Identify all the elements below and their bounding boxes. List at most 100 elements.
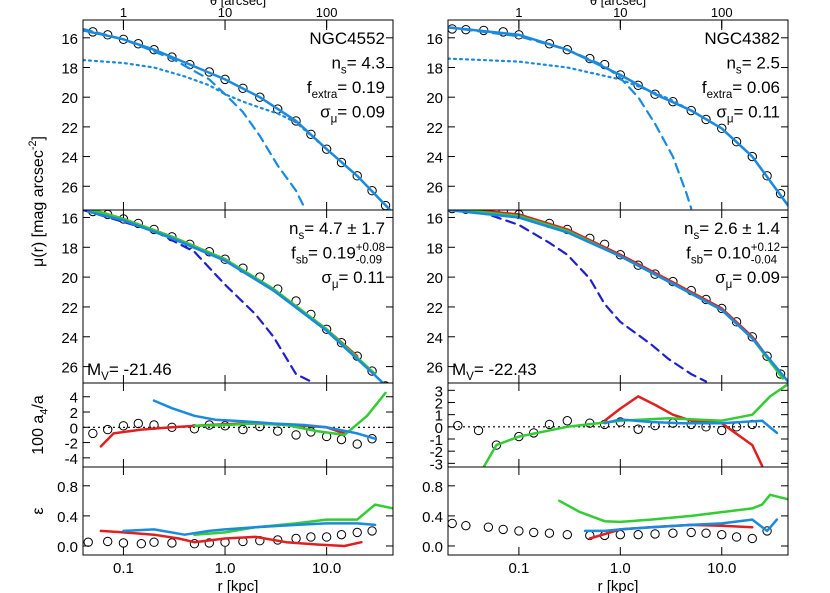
x2-axis-title: θ [arcsec] bbox=[210, 0, 266, 8]
y-tick-label: 0.8 bbox=[422, 479, 443, 496]
plot-area bbox=[448, 493, 788, 544]
label-sup: -2 bbox=[27, 140, 39, 150]
x2-tick-label: 1 bbox=[120, 5, 127, 20]
data-point bbox=[336, 434, 347, 445]
y-tick-label: 24 bbox=[61, 330, 78, 347]
label-text: n bbox=[726, 54, 735, 73]
panel-frame bbox=[447, 466, 789, 556]
y-axis-title: μ(r) [mag arcsec-2] bbox=[27, 136, 47, 267]
label-text: σ bbox=[715, 268, 726, 287]
data-point bbox=[336, 157, 347, 168]
data-line bbox=[83, 210, 312, 383]
data-point bbox=[102, 536, 113, 547]
label-text: σ bbox=[321, 268, 332, 287]
x-tick-label: 10.0 bbox=[707, 560, 736, 577]
label-sub: V bbox=[466, 371, 474, 383]
data-point bbox=[461, 520, 471, 531]
label-sub: extra bbox=[312, 89, 338, 101]
label-text: ε bbox=[30, 507, 47, 514]
data-point bbox=[352, 439, 362, 449]
label-text: = 0.19 bbox=[308, 244, 356, 263]
label-sub: sb bbox=[296, 254, 308, 266]
x2-tick-label: 100 bbox=[316, 5, 338, 20]
annotation: f sb = 0.10 +0.12-0.04 bbox=[686, 242, 780, 266]
y-tick-label: 22 bbox=[426, 300, 443, 317]
label-sub: V bbox=[101, 371, 109, 383]
data-point bbox=[498, 524, 508, 535]
label-text: n bbox=[331, 54, 340, 73]
data-point bbox=[615, 529, 626, 540]
x-axis-title: r [kpc] bbox=[218, 578, 259, 593]
data-point bbox=[167, 538, 177, 548]
y-tick-label: 26 bbox=[426, 179, 443, 196]
data-point bbox=[273, 426, 283, 436]
y-tick-label: 20 bbox=[426, 270, 443, 287]
data-point bbox=[562, 529, 572, 540]
label-text: = 0.19 bbox=[337, 78, 385, 97]
data-line bbox=[193, 391, 387, 437]
data-line bbox=[603, 418, 779, 435]
label-text: σ bbox=[320, 103, 331, 122]
y-tick-label: 24 bbox=[426, 330, 443, 347]
label-text: NGC4382 bbox=[704, 29, 780, 48]
data-point bbox=[367, 366, 377, 376]
data-line bbox=[482, 383, 788, 467]
label-sub: s bbox=[694, 230, 700, 242]
data-point bbox=[731, 317, 742, 327]
x-axis-title: r [kpc] bbox=[598, 578, 639, 593]
data-point bbox=[747, 151, 757, 162]
label-text: f bbox=[291, 244, 296, 263]
data-point bbox=[255, 92, 265, 102]
data-point bbox=[118, 421, 129, 431]
data-line bbox=[193, 503, 393, 536]
label-sub: s bbox=[299, 230, 305, 242]
label-sub: -0.04 bbox=[751, 254, 778, 266]
data-point bbox=[83, 537, 93, 547]
data-point bbox=[701, 528, 711, 538]
plot-area bbox=[448, 210, 788, 383]
label-sub: μ bbox=[726, 279, 733, 291]
y-tick-label: 22 bbox=[426, 120, 443, 137]
data-point bbox=[381, 381, 390, 383]
y-tick-label: 3 bbox=[435, 383, 443, 400]
y-tick-label: 0 bbox=[435, 420, 443, 437]
data-point bbox=[483, 522, 494, 532]
label-sub: sb bbox=[691, 254, 703, 266]
y-tick-label: 20 bbox=[426, 90, 443, 107]
data-point bbox=[668, 528, 678, 538]
data-point bbox=[529, 527, 539, 538]
data-point bbox=[291, 116, 301, 126]
data-point bbox=[352, 527, 362, 538]
y-tick-label: 24 bbox=[61, 150, 78, 167]
label-sup: +0.12 bbox=[751, 242, 780, 254]
label-text: n bbox=[684, 219, 693, 238]
label-text: = 0.11 bbox=[339, 268, 385, 287]
y-tick-label: 16 bbox=[61, 210, 78, 227]
data-point bbox=[633, 529, 643, 540]
annotation: NGC4382 bbox=[704, 29, 780, 48]
data-point bbox=[189, 539, 200, 549]
data-line bbox=[86, 210, 385, 383]
y-tick-label: 18 bbox=[426, 61, 443, 78]
label-text: = 2.5 bbox=[742, 54, 780, 73]
data-point bbox=[291, 430, 301, 440]
y-tick-label: -2 bbox=[65, 436, 78, 453]
data-point bbox=[717, 425, 727, 436]
label-text: = 2.6 ± 1.4 bbox=[699, 219, 780, 238]
y-tick-label: 22 bbox=[61, 300, 78, 317]
data-point bbox=[336, 529, 347, 540]
data-point bbox=[448, 210, 457, 214]
data-point bbox=[238, 83, 248, 93]
x-tick-label: 0.1 bbox=[508, 560, 529, 577]
y-tick-label: 24 bbox=[426, 150, 443, 167]
annotation: NGC4552 bbox=[309, 29, 385, 48]
data-point bbox=[701, 114, 711, 125]
